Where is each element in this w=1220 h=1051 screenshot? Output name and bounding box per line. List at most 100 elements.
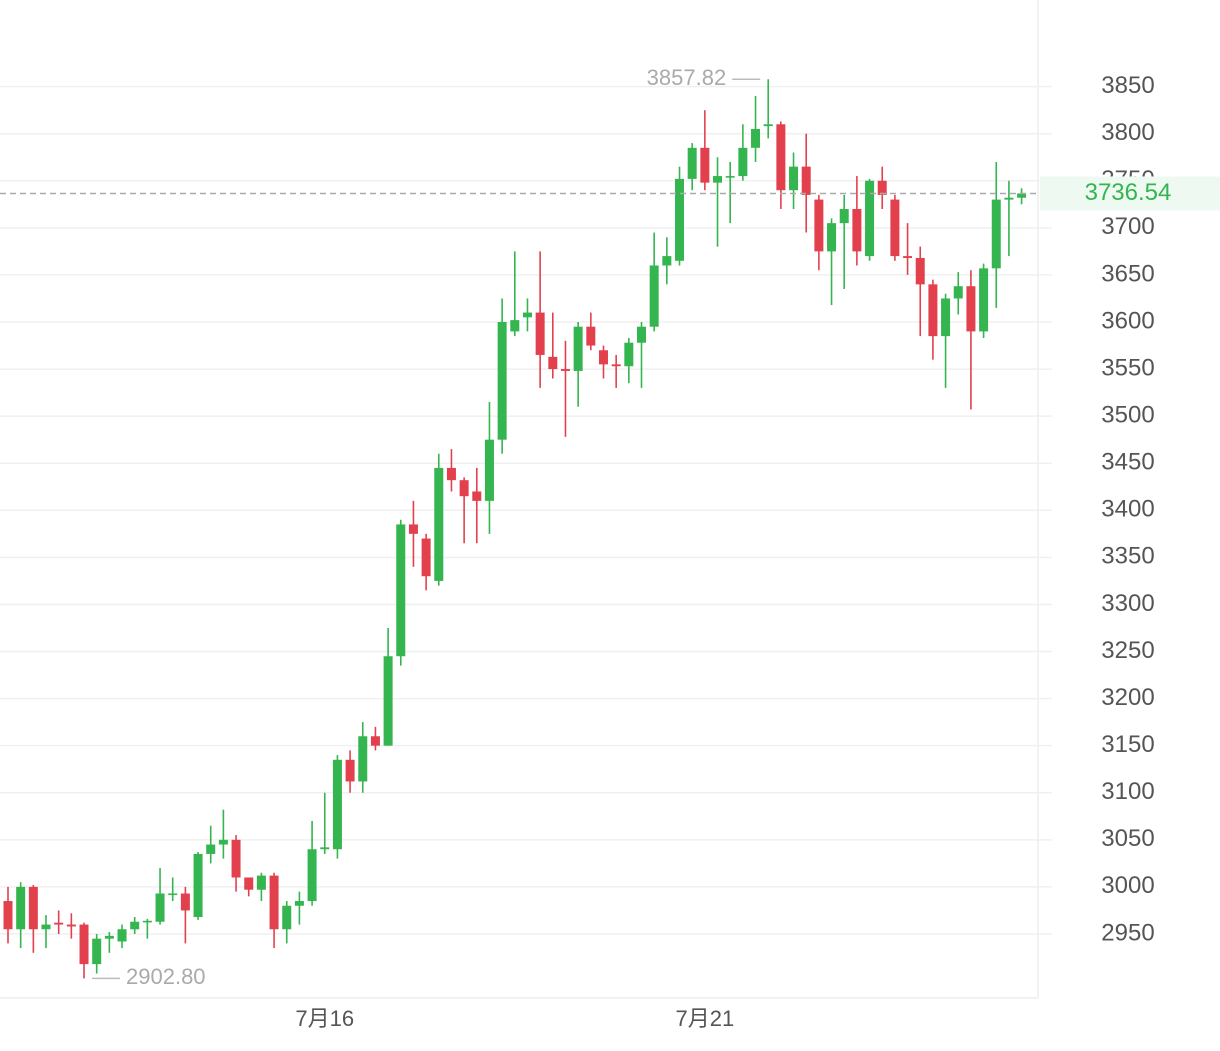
candle-body bbox=[662, 256, 672, 266]
candle-body bbox=[586, 326, 596, 346]
y-tick-label: 2950 bbox=[1101, 919, 1154, 946]
candle-body bbox=[763, 124, 773, 127]
candle-body bbox=[865, 180, 875, 257]
candle-body bbox=[598, 350, 608, 365]
candle-body bbox=[941, 298, 951, 337]
y-tick-label: 3500 bbox=[1101, 401, 1154, 428]
candle-body bbox=[28, 886, 38, 930]
candle-body bbox=[130, 921, 140, 930]
last-price-label: 3736.54 bbox=[1085, 179, 1172, 206]
candle-body bbox=[877, 180, 887, 195]
candle-body bbox=[256, 875, 266, 890]
x-tick-label: 7月21 bbox=[675, 1006, 734, 1031]
candle-body bbox=[611, 364, 621, 367]
candle-body bbox=[675, 178, 685, 261]
candle-body bbox=[624, 342, 634, 367]
candle-body bbox=[725, 176, 735, 178]
candle-body bbox=[446, 467, 456, 481]
candle-body bbox=[928, 284, 938, 337]
candle-body bbox=[738, 147, 748, 177]
candle-body bbox=[180, 893, 190, 911]
min-label: 2902.80 bbox=[126, 964, 206, 989]
candle-body bbox=[307, 849, 317, 902]
candle-body bbox=[396, 524, 406, 657]
x-tick-label: 7月16 bbox=[295, 1006, 354, 1031]
candle-body bbox=[801, 166, 811, 195]
candle-body bbox=[244, 877, 254, 890]
y-tick-label: 3850 bbox=[1101, 72, 1154, 99]
candle-body bbox=[66, 924, 76, 927]
candle-body bbox=[472, 491, 482, 501]
candle-body bbox=[522, 312, 532, 318]
candle-body bbox=[206, 844, 216, 854]
candle-body bbox=[383, 656, 393, 746]
candle-body bbox=[903, 256, 913, 258]
candle-body bbox=[155, 893, 165, 922]
candle-body bbox=[104, 935, 114, 939]
y-tick-label: 3250 bbox=[1101, 637, 1154, 664]
candle-body bbox=[79, 924, 89, 965]
candle-body bbox=[991, 199, 1001, 269]
candle-body bbox=[16, 886, 26, 930]
candle-body bbox=[370, 736, 380, 746]
y-tick-label: 3600 bbox=[1101, 307, 1154, 334]
candle-body bbox=[814, 199, 824, 252]
candle-body bbox=[713, 176, 723, 183]
candle-body bbox=[776, 124, 786, 191]
candle-body bbox=[269, 875, 279, 930]
candle-body bbox=[966, 286, 976, 332]
y-tick-label: 3400 bbox=[1101, 496, 1154, 523]
candle-body bbox=[687, 147, 697, 179]
candle-body bbox=[231, 839, 241, 878]
y-tick-label: 3050 bbox=[1101, 825, 1154, 852]
candle-body bbox=[3, 901, 13, 930]
candle-body bbox=[168, 893, 178, 896]
max-label: 3857.82 bbox=[647, 65, 727, 90]
candle-body bbox=[142, 920, 152, 923]
candle-body bbox=[41, 924, 51, 930]
candle-body bbox=[827, 223, 837, 252]
candle-body bbox=[953, 286, 963, 299]
candle-body bbox=[548, 356, 558, 370]
candle-body bbox=[434, 467, 444, 581]
candle-body bbox=[890, 199, 900, 257]
candle-body bbox=[789, 166, 799, 191]
y-tick-label: 3150 bbox=[1101, 731, 1154, 758]
candle-body bbox=[218, 839, 228, 845]
candle-body bbox=[282, 905, 292, 930]
candle-body bbox=[408, 524, 418, 534]
candle-body bbox=[1017, 193, 1027, 198]
candle-body bbox=[915, 257, 925, 285]
candle-body bbox=[535, 312, 545, 355]
candle-body bbox=[459, 480, 469, 497]
y-tick-label: 3350 bbox=[1101, 543, 1154, 570]
candle-body bbox=[979, 268, 989, 332]
candle-body bbox=[484, 439, 494, 501]
candle-body bbox=[573, 326, 583, 371]
y-tick-label: 3200 bbox=[1101, 684, 1154, 711]
candle-body bbox=[92, 938, 102, 965]
last-price-box bbox=[1040, 176, 1220, 211]
candle-body bbox=[649, 265, 659, 327]
candle-body bbox=[54, 922, 64, 925]
y-tick-label: 3100 bbox=[1101, 778, 1154, 805]
candle-body bbox=[117, 929, 127, 942]
candle-body bbox=[421, 538, 431, 577]
candle-body bbox=[1004, 197, 1014, 200]
candle-body bbox=[332, 759, 342, 850]
y-tick-label: 3700 bbox=[1101, 213, 1154, 240]
candle-body bbox=[193, 853, 203, 918]
candle-body bbox=[700, 147, 710, 183]
candle-body bbox=[751, 128, 761, 148]
candle-body bbox=[294, 901, 304, 906]
y-tick-label: 3000 bbox=[1101, 872, 1154, 899]
y-tick-label: 3650 bbox=[1101, 260, 1154, 287]
y-tick-label: 3300 bbox=[1101, 590, 1154, 617]
candle-body bbox=[560, 369, 570, 371]
y-tick-label: 3550 bbox=[1101, 354, 1154, 381]
y-tick-label: 3800 bbox=[1101, 119, 1154, 146]
candle-body bbox=[839, 209, 849, 224]
candle-body bbox=[852, 209, 862, 252]
y-tick-label: 3450 bbox=[1101, 449, 1154, 476]
